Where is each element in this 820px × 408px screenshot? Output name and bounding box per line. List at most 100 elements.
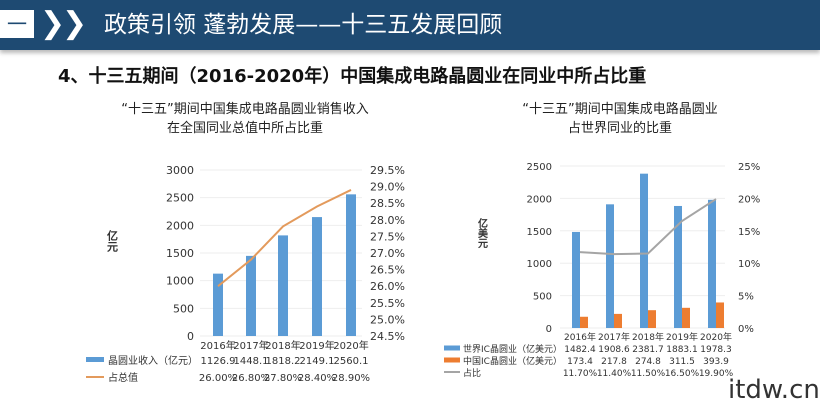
bar-revenue bbox=[312, 217, 322, 336]
table-cell: 28.40% bbox=[298, 373, 336, 384]
chart2-title: “十三五”期间中国集成电路晶圆业 占世界同业的比重 bbox=[455, 100, 785, 138]
bar-world bbox=[572, 231, 580, 328]
y2-tick-label: 29.5% bbox=[370, 164, 405, 177]
x-tick-label: 2017年 bbox=[598, 331, 630, 343]
table-cell: 28.90% bbox=[332, 373, 370, 384]
legend-swatch bbox=[444, 371, 460, 373]
x-tick-label: 2020年 bbox=[333, 339, 368, 352]
table-cell: 11.70% bbox=[563, 369, 598, 379]
y2-tick-label: 0% bbox=[738, 324, 754, 335]
chart2-title-line: “十三五”期间中国集成电路晶圆业 bbox=[522, 102, 718, 117]
table-cell: 11.40% bbox=[597, 369, 632, 379]
x-tick-label: 2020年 bbox=[700, 331, 732, 343]
table-cell: 1818.2 bbox=[266, 356, 301, 367]
x-tick-label: 2018年 bbox=[265, 339, 300, 352]
table-cell: 26.00% bbox=[199, 373, 237, 384]
table-cell: 1978.3 bbox=[700, 345, 732, 355]
y2-tick-label: 20% bbox=[738, 194, 760, 205]
y2-tick-label: 25.0% bbox=[370, 313, 405, 326]
section-number: 一 bbox=[0, 10, 34, 38]
bar-china bbox=[580, 316, 588, 328]
y-tick-label: 1000 bbox=[166, 275, 194, 288]
bar-revenue bbox=[246, 255, 256, 336]
legend-swatch bbox=[444, 345, 460, 351]
y-tick-label: 2000 bbox=[166, 219, 194, 232]
y-tick-label: 1500 bbox=[527, 227, 552, 238]
header-bar: 一 ❯ ❯ 政策引领 蓬勃发展——十三五发展回顾 bbox=[0, 0, 820, 50]
x-tick-label: 2016年 bbox=[200, 339, 235, 352]
legend-label: 晶圆业收入（亿元） bbox=[108, 354, 198, 367]
table-cell: 19.90% bbox=[699, 369, 734, 379]
chart1-title-line: 在全国同业总值中所占比重 bbox=[166, 121, 323, 136]
table-cell: 311.5 bbox=[669, 357, 695, 367]
y2-tick-label: 26.5% bbox=[370, 264, 405, 277]
y2-tick-label: 28.5% bbox=[370, 197, 405, 210]
y-tick-label: 2000 bbox=[527, 194, 552, 205]
table-cell: 27.80% bbox=[264, 373, 302, 384]
table-cell: 393.9 bbox=[703, 357, 729, 367]
table-cell: 1883.1 bbox=[666, 345, 698, 355]
chevron-icon: ❯ bbox=[62, 6, 88, 41]
bar-revenue bbox=[213, 273, 223, 336]
x-tick-label: 2016年 bbox=[564, 331, 596, 343]
bar-revenue bbox=[346, 194, 356, 336]
bar-china bbox=[682, 307, 690, 328]
bar-world bbox=[674, 205, 682, 328]
legend-swatch bbox=[444, 357, 460, 363]
y2-tick-label: 24.5% bbox=[370, 330, 405, 343]
legend-swatch-revenue bbox=[86, 357, 104, 362]
legend-label: 占总值 bbox=[108, 371, 138, 384]
y2-tick-label: 27.0% bbox=[370, 247, 405, 260]
y-tick-label: 2500 bbox=[166, 192, 194, 205]
y-tick-label: 1000 bbox=[527, 259, 552, 270]
legend-label: 中国IC晶圆业（亿美元） bbox=[463, 355, 562, 367]
bar-china bbox=[648, 310, 656, 328]
y-tick-label: 500 bbox=[173, 302, 194, 315]
table-cell: 2381.7 bbox=[632, 345, 664, 355]
table-cell: 1482.4 bbox=[564, 345, 596, 355]
y2-tick-label: 25% bbox=[738, 162, 760, 173]
legend-swatch-share bbox=[86, 376, 104, 378]
y2-tick-label: 25.5% bbox=[370, 297, 405, 310]
table-cell: 2560.1 bbox=[334, 356, 369, 367]
x-tick-label: 2017年 bbox=[233, 339, 268, 352]
legend-label: 占比 bbox=[463, 367, 481, 379]
legend-label: 世界IC晶圆业（亿美元） bbox=[463, 343, 562, 355]
y2-tick-label: 28.0% bbox=[370, 214, 405, 227]
header-title: 政策引领 蓬勃发展——十三五发展回顾 bbox=[104, 12, 503, 38]
y-tick-label: 0 bbox=[187, 330, 194, 343]
table-cell: 26.80% bbox=[232, 373, 270, 384]
chart1-title: “十三五”期间中国集成电路晶圆业销售收入 在全国同业总值中所占比重 bbox=[80, 100, 410, 138]
table-cell: 16.50% bbox=[665, 369, 700, 379]
bar-world bbox=[640, 173, 648, 328]
y-axis-label: 亿美元 bbox=[476, 217, 488, 249]
y-tick-label: 500 bbox=[533, 292, 552, 303]
chevron-icon: ❯ bbox=[40, 6, 66, 41]
table-cell: 173.4 bbox=[567, 357, 593, 367]
table-cell: 1448.1 bbox=[234, 356, 269, 367]
table-cell: 1908.6 bbox=[598, 345, 630, 355]
y-tick-label: 1500 bbox=[166, 247, 194, 260]
y2-tick-label: 29.0% bbox=[370, 181, 405, 194]
bar-world bbox=[708, 199, 716, 328]
watermark: itdw.cn bbox=[728, 375, 820, 405]
bar-china bbox=[614, 313, 622, 328]
y2-tick-label: 15% bbox=[738, 227, 760, 238]
table-cell: 2149.1 bbox=[300, 356, 335, 367]
x-tick-label: 2019年 bbox=[666, 331, 698, 343]
page-subtitle: 4、十三五期间（2016-2020年）中国集成电路晶圆业在同业中所占比重 bbox=[58, 66, 647, 87]
y-axis-label: 亿元 bbox=[106, 229, 119, 253]
table-cell: 11.50% bbox=[631, 369, 666, 379]
x-tick-label: 2019年 bbox=[299, 339, 334, 352]
y2-tick-label: 27.5% bbox=[370, 230, 405, 243]
table-cell: 1126.9 bbox=[201, 356, 236, 367]
y-tick-label: 3000 bbox=[166, 164, 194, 177]
bar-world bbox=[606, 204, 614, 328]
bar-china bbox=[716, 302, 724, 328]
table-cell: 217.8 bbox=[601, 357, 627, 367]
table-cell: 274.8 bbox=[635, 357, 661, 367]
y2-tick-label: 26.0% bbox=[370, 280, 405, 293]
y2-tick-label: 10% bbox=[738, 259, 760, 270]
chart2-title-line: 占世界同业的比重 bbox=[567, 121, 672, 136]
